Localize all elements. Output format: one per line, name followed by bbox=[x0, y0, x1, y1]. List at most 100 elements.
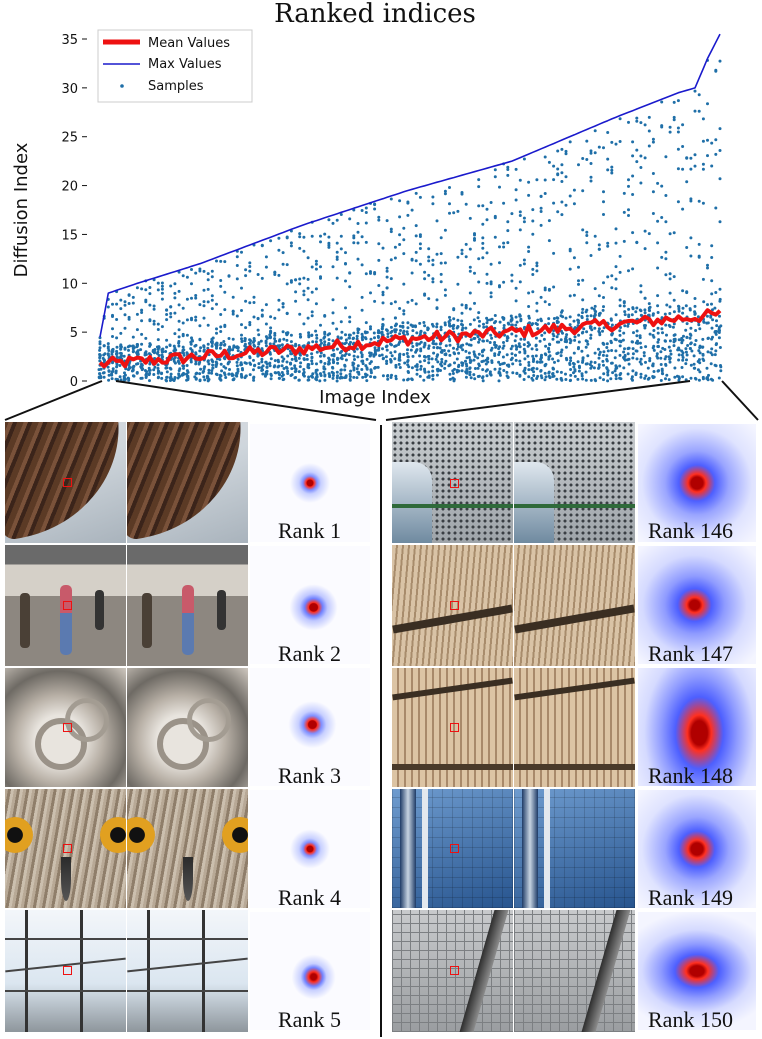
sample-point bbox=[306, 286, 310, 290]
sample-point bbox=[518, 374, 522, 378]
sample-point bbox=[406, 377, 410, 381]
sample-point bbox=[115, 355, 119, 359]
sample-point bbox=[435, 252, 439, 256]
sample-point bbox=[506, 168, 510, 171]
sample-point bbox=[697, 242, 701, 246]
sample-point bbox=[656, 331, 660, 335]
sample-point bbox=[261, 364, 265, 368]
sample-point bbox=[627, 184, 630, 188]
sample-point bbox=[664, 363, 668, 367]
sample-point bbox=[648, 359, 652, 363]
sample-point bbox=[464, 303, 468, 307]
sample-point bbox=[586, 354, 590, 358]
sample-point bbox=[374, 352, 378, 356]
sample-point bbox=[410, 366, 414, 370]
sample-point bbox=[697, 378, 701, 382]
owl-beak bbox=[183, 857, 193, 901]
sample-point bbox=[602, 200, 605, 204]
sample-point bbox=[194, 294, 198, 297]
sample-point bbox=[223, 373, 227, 377]
sample-point bbox=[310, 359, 314, 363]
sample-point bbox=[156, 366, 160, 370]
sample-point bbox=[469, 376, 473, 380]
sample-point bbox=[431, 263, 435, 267]
sample-point bbox=[547, 219, 551, 223]
sample-point bbox=[547, 303, 551, 306]
sample-point bbox=[253, 364, 256, 368]
sample-point bbox=[402, 282, 406, 286]
sample-point bbox=[644, 360, 647, 364]
sample-point bbox=[639, 290, 643, 294]
sample-point bbox=[156, 348, 160, 351]
sample-point bbox=[618, 140, 622, 143]
sample-point bbox=[485, 368, 489, 372]
sample-point bbox=[319, 323, 322, 327]
sample-point bbox=[111, 360, 115, 364]
sample-point bbox=[198, 349, 202, 353]
sample-point bbox=[539, 210, 543, 213]
sample-point bbox=[114, 377, 118, 381]
rank-149-heatmap bbox=[638, 790, 756, 908]
sample-point bbox=[201, 370, 205, 374]
sample-point bbox=[314, 329, 318, 333]
sample-point bbox=[426, 328, 430, 332]
sample-point bbox=[647, 115, 651, 119]
sample-point bbox=[697, 93, 701, 97]
sample-point bbox=[319, 275, 322, 279]
sample-point bbox=[477, 352, 481, 356]
sample-point bbox=[152, 350, 156, 354]
sample-point bbox=[119, 343, 123, 347]
sample-point bbox=[173, 291, 177, 295]
sample-point bbox=[602, 372, 606, 376]
sample-point bbox=[294, 356, 298, 360]
sample-point bbox=[713, 353, 717, 357]
sample-point bbox=[414, 250, 418, 254]
pole-shape bbox=[80, 910, 83, 1032]
sample-point bbox=[111, 335, 114, 338]
sample-point bbox=[439, 341, 443, 345]
sample-point bbox=[160, 376, 164, 380]
sample-point bbox=[219, 374, 223, 378]
wire-shape bbox=[127, 938, 248, 940]
sample-point bbox=[618, 344, 622, 348]
sample-point bbox=[340, 354, 344, 358]
sample-point bbox=[314, 302, 318, 306]
sample-point bbox=[630, 340, 634, 344]
sample-point bbox=[585, 362, 589, 366]
sample-point bbox=[585, 330, 589, 334]
sample-point bbox=[556, 316, 560, 320]
sample-point bbox=[344, 358, 348, 362]
sample-point bbox=[448, 337, 451, 341]
sample-point bbox=[219, 313, 223, 316]
sample-point bbox=[210, 371, 214, 375]
sample-point bbox=[160, 372, 163, 376]
sample-point bbox=[585, 230, 589, 234]
sample-point bbox=[410, 271, 414, 275]
sample-point bbox=[493, 352, 497, 356]
sample-point bbox=[131, 301, 135, 305]
rank-4-heatmap bbox=[250, 790, 370, 908]
sample-point bbox=[461, 361, 465, 365]
sample-point bbox=[468, 247, 472, 251]
sample-point bbox=[381, 347, 384, 351]
sample-point bbox=[182, 351, 185, 355]
sample-point bbox=[443, 261, 447, 265]
sample-point bbox=[101, 371, 105, 375]
sample-point bbox=[98, 372, 101, 376]
sample-point bbox=[684, 362, 688, 366]
sample-point bbox=[305, 354, 309, 357]
sample-point bbox=[569, 378, 572, 382]
sample-point bbox=[156, 371, 160, 375]
sample-point bbox=[244, 274, 248, 278]
sample-point bbox=[517, 342, 521, 346]
sample-point bbox=[102, 344, 106, 348]
sample-point bbox=[327, 218, 331, 222]
sample-point bbox=[343, 376, 347, 380]
sample-point bbox=[602, 350, 606, 354]
sample-point bbox=[476, 316, 480, 320]
sample-point bbox=[460, 311, 464, 315]
sample-point bbox=[176, 360, 180, 363]
sample-point bbox=[660, 100, 664, 104]
sample-point bbox=[431, 369, 435, 373]
sample-point bbox=[235, 360, 239, 364]
